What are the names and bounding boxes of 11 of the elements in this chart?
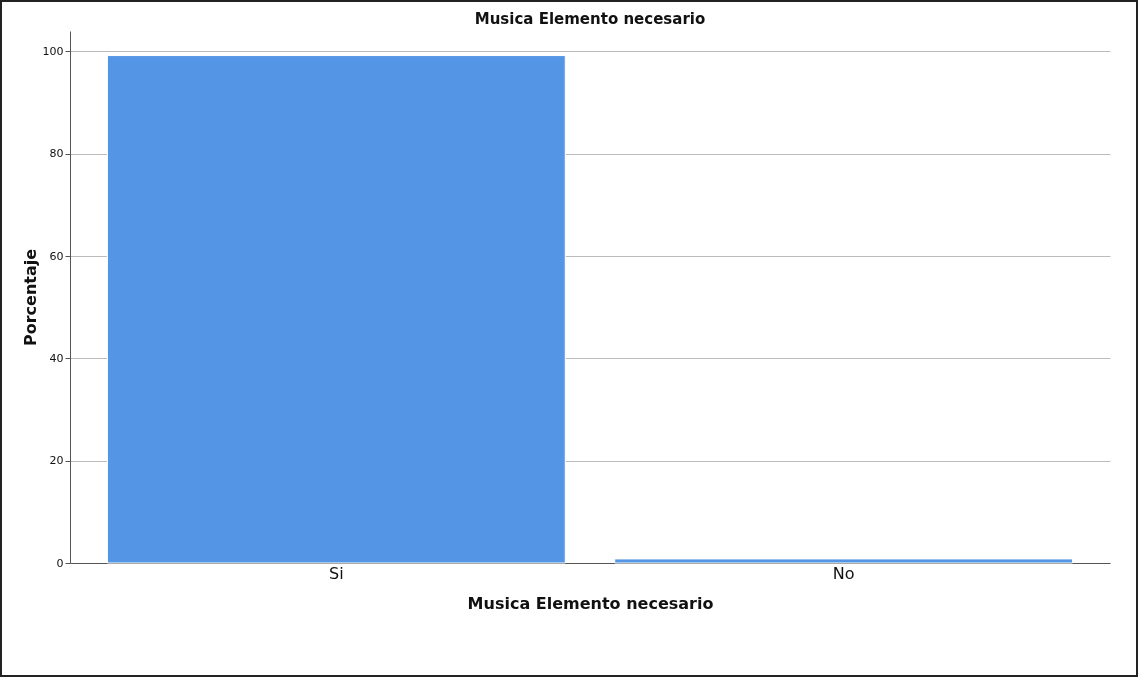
y-tick-label: 40 — [49, 351, 64, 365]
x-tick-label: No — [832, 563, 855, 583]
x-tick-label: Si — [329, 563, 344, 583]
y-tick-label: 80 — [49, 147, 64, 161]
y-tick-label: 0 — [56, 556, 64, 570]
chart-title: Musica Elemento necesario — [474, 10, 706, 28]
y-axis-title: Porcentaje — [20, 248, 40, 347]
y-tick-label: 60 — [49, 249, 64, 263]
y-tick-label: 20 — [49, 454, 64, 468]
x-axis-title: Musica Elemento necesario — [467, 593, 714, 613]
y-tick-label: 100 — [42, 44, 64, 58]
